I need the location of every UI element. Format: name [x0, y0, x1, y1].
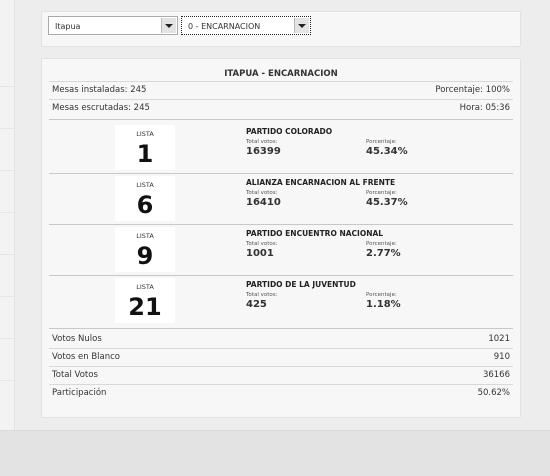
lista-label: LISTA — [136, 181, 154, 189]
divider — [49, 328, 513, 329]
lista-badge: LISTA 6 — [115, 176, 175, 221]
votes-caption: Total votos: — [246, 139, 278, 145]
divider — [49, 173, 513, 174]
party-result: LISTA 21 PARTIDO DE LA JUVENTUD Total vo… — [49, 275, 513, 325]
page-footer — [0, 430, 550, 476]
lista-number: 6 — [136, 191, 154, 219]
lista-badge: LISTA 1 — [115, 125, 175, 170]
divider — [49, 224, 513, 225]
mesas-escrutadas-row: Mesas escrutadas: 245 Hora: 05:36 — [49, 100, 513, 117]
divider — [49, 384, 513, 385]
party-votes: 425 — [246, 299, 267, 310]
party-name: PARTIDO DE LA JUVENTUD — [246, 280, 356, 289]
summary-row-participacion: Participación 50.62% — [49, 385, 513, 402]
party-votes: 16399 — [246, 146, 281, 157]
summary-label: Participación — [52, 388, 107, 398]
filter-panel: Itapua 0 - ENCARNACION — [41, 11, 521, 47]
department-select[interactable]: Itapua — [48, 16, 178, 35]
divider — [49, 119, 513, 120]
divider — [49, 81, 513, 82]
summary-value: 36166 — [482, 370, 510, 380]
summary-row-votos-en-blanco: Votos en Blanco 910 — [49, 349, 513, 366]
summary-row-votos-nulos: Votos Nulos 1021 — [49, 331, 513, 348]
votes-caption: Total votos: — [246, 241, 278, 247]
mesas-instaladas-row: Mesas instaladas: 245 Porcentaje: 100% — [49, 82, 513, 99]
percentage-caption: Porcentaje: — [366, 292, 397, 298]
lista-label: LISTA — [136, 130, 154, 138]
votes-caption: Total votos: — [246, 292, 278, 298]
mesas-escrutadas: Mesas escrutadas: 245 — [52, 103, 150, 113]
lista-badge: LISTA 21 — [115, 278, 175, 323]
department-select-value: Itapua — [55, 22, 81, 31]
summary-label: Total Votos — [52, 370, 98, 380]
mesas-instaladas: Mesas instaladas: 245 — [52, 85, 147, 95]
party-result: LISTA 1 PARTIDO COLORADO Total votos: Po… — [49, 122, 513, 172]
party-name: PARTIDO ENCUENTRO NACIONAL — [246, 229, 384, 238]
results-panel: ITAPUA - ENCARNACION Mesas instaladas: 2… — [41, 58, 521, 418]
lista-badge: LISTA 9 — [115, 227, 175, 272]
summary-value: 50.62% — [477, 388, 510, 398]
summary-value: 1021 — [488, 334, 510, 344]
lista-label: LISTA — [136, 283, 154, 291]
summary-row-total-votos: Total Votos 36166 — [49, 367, 513, 384]
summary-label: Votos Nulos — [52, 334, 102, 344]
divider — [49, 366, 513, 367]
divider — [49, 99, 513, 100]
chevron-down-icon[interactable] — [294, 18, 309, 33]
party-name: ALIANZA ENCARNACION AL FRENTE — [246, 178, 396, 187]
district-select[interactable]: 0 - ENCARNACION — [181, 16, 311, 35]
lista-number: 1 — [136, 140, 154, 168]
percentage-caption: Porcentaje: — [366, 241, 397, 247]
party-name: PARTIDO COLORADO — [246, 127, 333, 136]
results-title: ITAPUA - ENCARNACION — [224, 69, 338, 79]
divider — [49, 275, 513, 276]
party-votes: 16410 — [246, 197, 281, 208]
left-margin-strip — [0, 0, 15, 430]
summary-value: 910 — [493, 352, 510, 362]
votes-caption: Total votos: — [246, 190, 278, 196]
party-result: LISTA 9 PARTIDO ENCUENTRO NACIONAL Total… — [49, 224, 513, 274]
lista-number: 21 — [128, 293, 162, 321]
lista-number: 9 — [136, 242, 154, 270]
hora: Hora: 05:36 — [459, 103, 510, 113]
district-select-value: 0 - ENCARNACION — [188, 22, 261, 31]
party-percentage: 1.18% — [366, 299, 401, 310]
party-result: LISTA 6 ALIANZA ENCARNACION AL FRENTE To… — [49, 173, 513, 223]
porcentaje: Porcentaje: 100% — [435, 85, 510, 95]
party-percentage: 2.77% — [366, 248, 401, 259]
summary-label: Votos en Blanco — [52, 352, 120, 362]
party-votes: 1001 — [246, 248, 274, 259]
percentage-caption: Porcentaje: — [366, 139, 397, 145]
divider — [49, 348, 513, 349]
party-percentage: 45.37% — [366, 197, 408, 208]
chevron-down-icon[interactable] — [161, 18, 176, 33]
party-percentage: 45.34% — [366, 146, 408, 157]
percentage-caption: Porcentaje: — [366, 190, 397, 196]
lista-label: LISTA — [136, 232, 154, 240]
